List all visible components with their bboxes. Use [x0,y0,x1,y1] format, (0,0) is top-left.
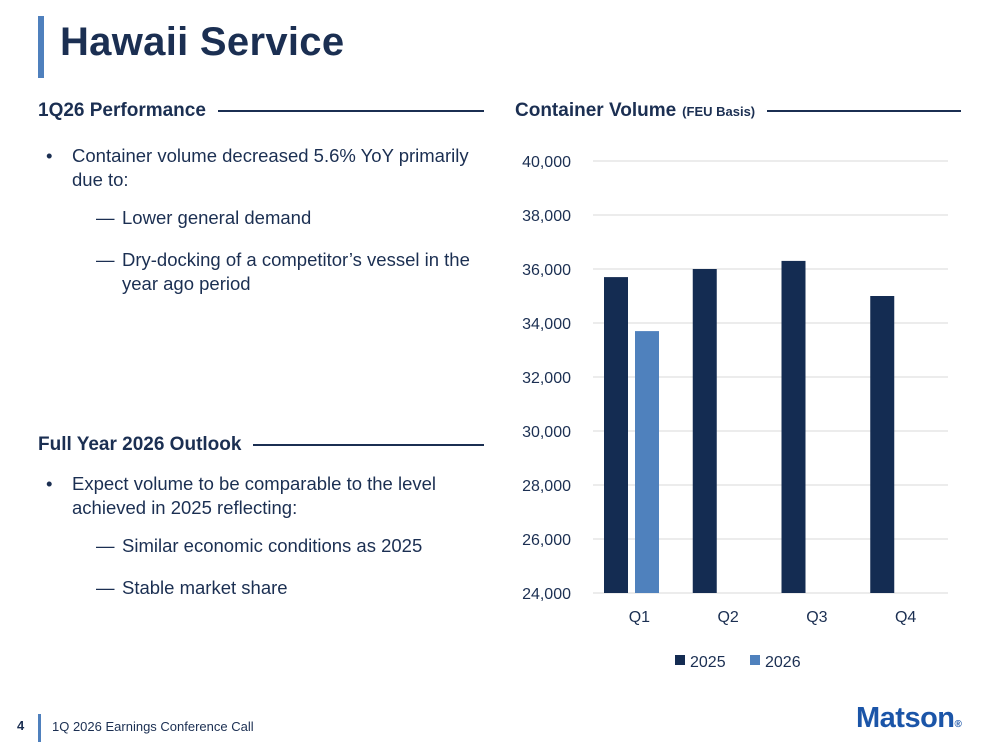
chart-heading-title: Container Volume [515,100,677,121]
dash-marker: — [96,535,115,556]
bar-2025-Q2 [692,269,717,593]
outlook-heading-label: Full Year 2026 Outlook [38,434,242,455]
x-tick-label: Q1 [629,609,650,626]
y-tick-label: 30,000 [522,424,571,441]
performance-heading: 1Q26 Performance [38,100,484,122]
outlook-bullets: • Expect volume to be comparable to the … [46,472,482,618]
y-tick-label: 38,000 [522,208,571,225]
outlook-heading-rule [253,444,484,446]
bullet-text: Expect volume to be comparable to the le… [72,473,437,518]
bar-2026-Q1 [635,331,659,593]
list-item: — Dry-docking of a competitor’s vessel i… [46,248,482,296]
x-tick-label: Q3 [806,609,827,626]
bar-2025-Q1 [604,277,628,593]
y-tick-label: 40,000 [522,154,571,171]
y-tick-label: 24,000 [522,586,571,603]
list-item: • Expect volume to be comparable to the … [46,472,472,520]
footer-accent-bar [38,714,41,742]
page-number: 4 [17,718,25,733]
y-tick-label: 34,000 [522,316,571,333]
performance-bullets: • Container volume decreased 5.6% YoY pr… [46,144,482,314]
x-tick-label: Q4 [895,609,916,626]
y-tick-label: 28,000 [522,478,571,495]
y-tick-label: 32,000 [522,370,571,387]
sub-bullet-text: Similar economic conditions as 2025 [122,535,423,556]
bullet-text: Container volume decreased 5.6% YoY prim… [72,145,469,190]
sub-bullet-text: Stable market share [122,577,288,598]
list-item: — Lower general demand [46,206,482,230]
y-tick-label: 26,000 [522,532,571,549]
legend-swatch-2026 [750,655,760,665]
outlook-heading: Full Year 2026 Outlook [38,434,484,456]
sub-bullet-text: Lower general demand [122,207,312,228]
dash-marker: — [96,577,115,598]
bar-2025-Q4 [870,296,895,593]
container-volume-chart: 24,000 26,000 28,000 30,000 32,000 34,000 36,0… [522,154,948,671]
performance-heading-rule [217,110,484,112]
title-accent-bar [38,16,44,78]
legend-label-2025: 2025 [690,654,726,671]
dash-marker: — [96,207,115,228]
bullet-dot: • [46,473,53,494]
chart-heading: Container Volume (FEU Basis) [515,100,961,122]
footer-caption: 1Q 2026 Earnings Conference Call [52,719,254,734]
chart-heading-rule [767,110,961,112]
chart-heading-subtitle: (FEU Basis) [682,103,756,119]
page-title: Hawaii Service [60,20,345,64]
logo-wordmark: Matson [856,702,955,734]
legend-label-2026: 2026 [765,654,801,671]
list-item: — Stable market share [46,576,482,600]
dash-marker: — [96,249,115,270]
legend-swatch-2025 [675,655,685,665]
performance-heading-label: 1Q26 Performance [38,100,206,121]
y-tick-label: 36,000 [522,262,571,279]
x-tick-label: Q2 [717,609,738,626]
bullet-dot: • [46,145,53,166]
sub-bullet-text: Dry-docking of a competitor’s vessel in … [122,249,470,294]
list-item: — Similar economic conditions as 2025 [46,534,482,558]
matson-logo: Matson® [856,702,962,735]
list-item: • Container volume decreased 5.6% YoY pr… [46,144,472,192]
bar-2025-Q3 [781,260,806,593]
registered-mark: ® [954,719,962,730]
